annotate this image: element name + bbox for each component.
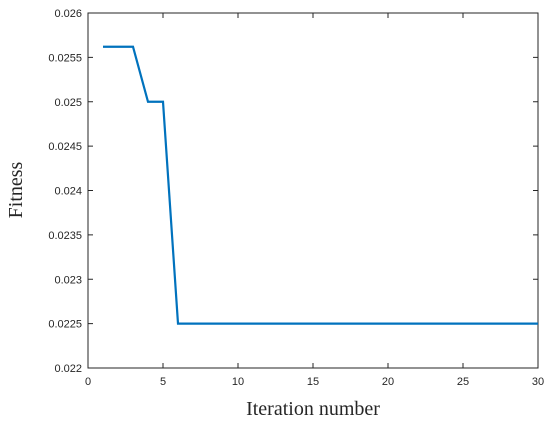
y-tick-label: 0.0235 [48, 230, 82, 242]
fitness-series-line [103, 45, 538, 325]
y-tick-label: 0.0225 [48, 319, 82, 331]
x-tick-label: 20 [382, 376, 394, 388]
x-tick-label: 10 [232, 376, 244, 388]
x-tick-label: 25 [457, 376, 469, 388]
y-tick-label: 0.023 [54, 274, 82, 286]
y-axis-ticks: 0.022 0.0225 0.023 0.0235 0.024 0.0245 0.025 0.… [48, 8, 538, 375]
plot-frame [87, 12, 539, 369]
y-tick-label: 0.024 [54, 186, 82, 198]
x-tick-label: 5 [160, 376, 166, 388]
y-tick-label: 0.0255 [48, 52, 82, 64]
series-group [103, 45, 538, 325]
x-axis-label: Iteration number [246, 398, 380, 420]
y-tick-label: 0.025 [54, 97, 82, 109]
y-tick-label: 0.022 [54, 363, 82, 375]
y-tick-label: 0.026 [54, 8, 82, 20]
x-tick-label: 0 [85, 376, 91, 388]
y-axis-label: Fitness [5, 161, 27, 218]
x-axis-ticks: 0 5 10 15 20 25 30 [85, 13, 544, 388]
y-tick-label: 0.0245 [48, 141, 82, 153]
x-tick-label: 30 [532, 376, 544, 388]
x-tick-label: 15 [307, 376, 319, 388]
